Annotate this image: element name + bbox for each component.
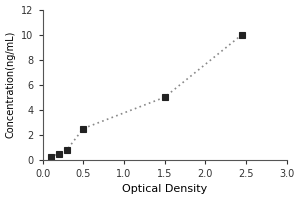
Y-axis label: Concentration(ng/mL): Concentration(ng/mL) [6, 31, 16, 138]
X-axis label: Optical Density: Optical Density [122, 184, 207, 194]
